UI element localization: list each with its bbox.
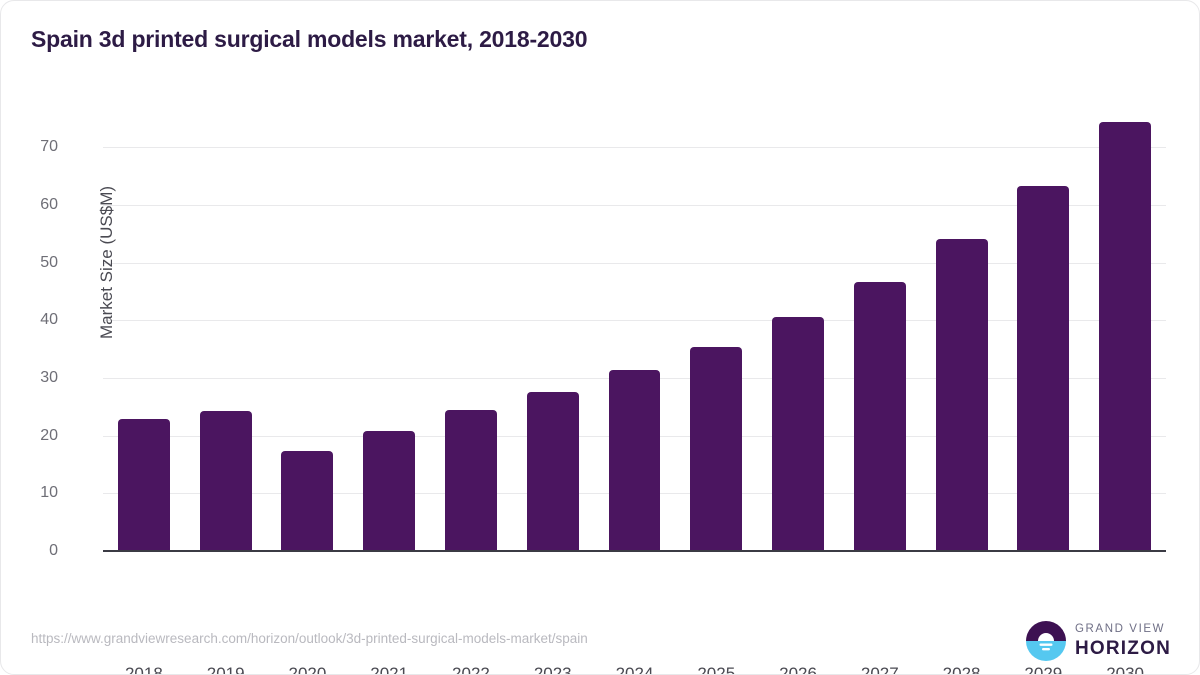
y-tick-label: 0 [49,542,58,559]
x-tick-label: 2019 [206,664,245,675]
y-tick-label: 60 [40,195,58,213]
x-tick-label: 2024 [615,664,654,675]
y-tick-label: 50 [40,253,58,271]
gridline [103,147,1166,149]
gridline [103,204,1166,206]
bar[interactable] [526,391,579,551]
bar[interactable] [690,346,743,551]
bar[interactable] [363,431,416,551]
bar[interactable] [444,409,497,551]
x-axis-line [103,550,1166,552]
x-tick-label: 2025 [697,664,736,675]
logo-line-horizon: HORIZON [1074,638,1171,660]
x-tick-label: 2018 [124,664,163,675]
y-tick-label: 70 [40,138,58,156]
bar[interactable] [199,410,252,551]
plot-area: 0 10 20 30 40 50 60 70 2018 2019 2020 2021 2022 2023… [40,101,1166,674]
y-tick-label: 20 [40,426,58,444]
y-tick-label: 30 [40,368,58,386]
y-tick-label: 40 [40,311,58,329]
horizon-logo-icon [1025,621,1066,661]
bar[interactable] [281,451,334,551]
bar[interactable] [117,419,170,551]
x-tick-label: 2023 [533,664,572,675]
bar[interactable] [1099,121,1152,551]
x-tick-label: 2029 [1024,664,1063,675]
gridline [103,320,1166,322]
x-tick-label: 2021 [370,664,409,675]
bar[interactable] [935,238,988,551]
bar[interactable] [608,370,661,551]
x-tick-label: 2030 [1106,664,1145,675]
x-tick-label: 2028 [942,664,981,675]
gridline [103,262,1166,264]
x-tick-label: 2026 [779,664,817,675]
y-axis-title: Market Size (US$M) [97,185,116,339]
x-tick-label: 2022 [452,664,490,675]
bar[interactable] [1017,186,1070,551]
logo-line-grand-view: GRAND VIEW [1074,622,1166,635]
y-tick-label: 10 [40,484,58,502]
x-tick-label: 2020 [288,664,327,675]
logo-wordmark: GRAND VIEW HORIZON [1074,622,1171,660]
bar[interactable] [853,282,906,551]
page-title: Spain 3d printed surgical models market,… [31,26,588,52]
grand-view-horizon-logo: GRAND VIEW HORIZON [1025,619,1171,663]
x-tick-label: 2027 [860,664,899,675]
source-url: https://www.grandviewresearch.com/horizo… [31,631,588,646]
bar[interactable] [772,316,824,551]
